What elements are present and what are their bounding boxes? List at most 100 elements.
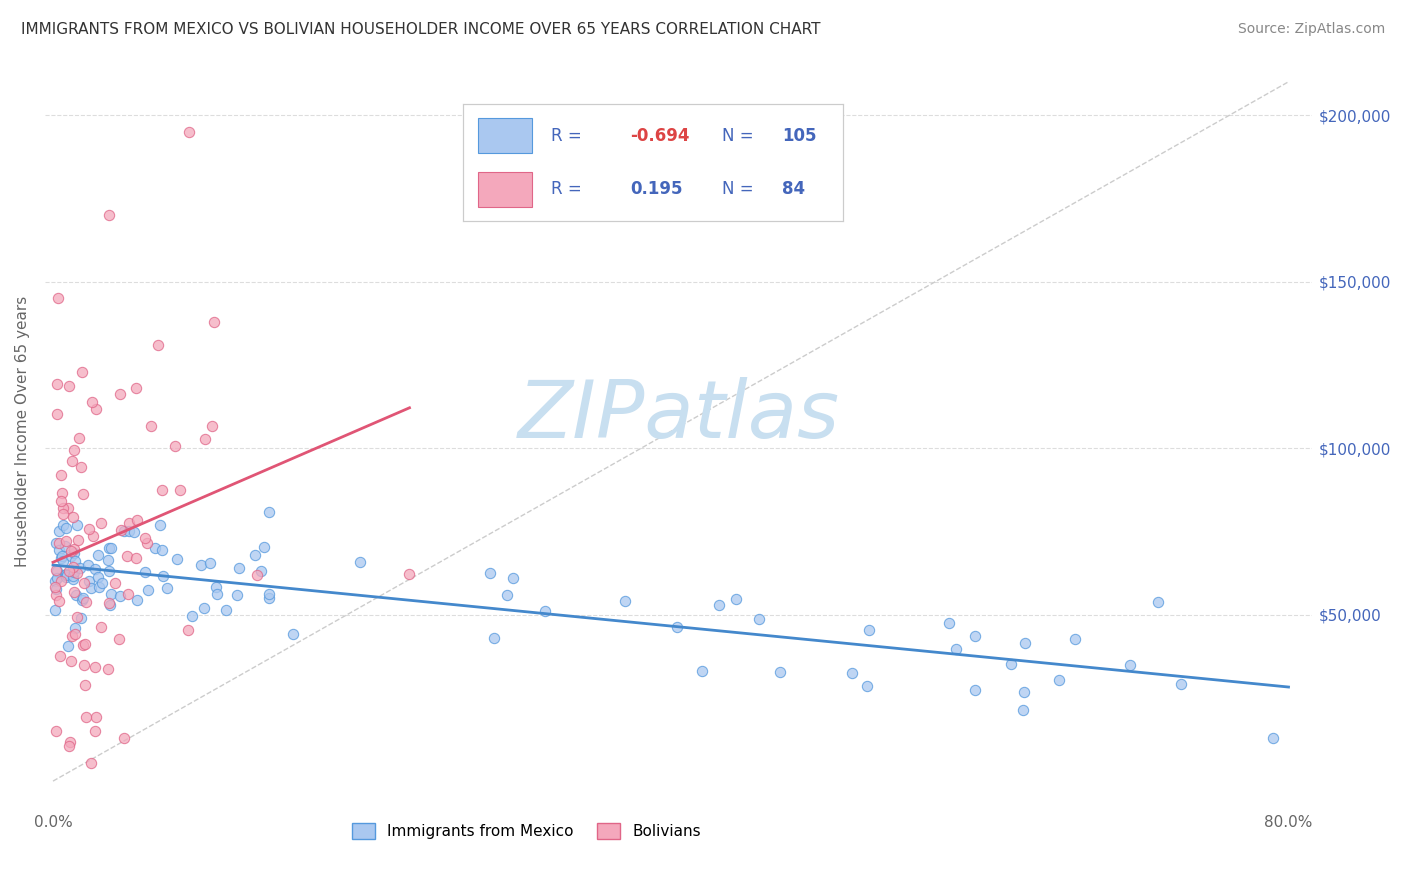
Text: ZIPatlas: ZIPatlas [517,377,839,456]
Point [49,494,72,508]
Point [117,587,139,601]
Point [63,442,86,457]
Point [55,533,77,548]
Point [134,566,156,580]
Point [62,572,84,586]
Point [228,561,250,575]
Point [108,386,131,401]
Point [65,554,87,568]
Point [90,516,112,530]
Point [201,419,224,434]
Point [51,549,73,564]
Point [190,558,212,572]
Point [63,546,86,560]
Point [62,510,84,524]
Point [48,543,70,558]
Point [62,585,84,599]
Point [63,565,86,579]
Point [45,723,67,738]
Point [856,679,879,693]
Point [484,631,506,645]
Point [104,576,127,591]
Point [72,486,94,500]
Point [181,609,204,624]
Point [250,564,273,578]
Point [149,518,172,533]
Point [108,632,131,646]
Point [134,531,156,545]
Point [349,555,371,569]
Point [110,524,132,538]
Point [84,710,107,724]
Point [150,543,173,558]
Point [48,536,70,550]
Point [65,609,87,624]
Point [56,639,79,653]
Point [1147,595,1170,609]
Point [60,629,83,643]
Point [259,587,281,601]
Point [73,658,96,673]
Point [841,666,863,681]
Point [80,756,103,771]
Legend: Immigrants from Mexico, Bolivians: Immigrants from Mexico, Bolivians [346,817,707,846]
Point [176,623,198,637]
Point [45,588,67,602]
Point [44,580,66,594]
Point [1012,703,1035,717]
Point [769,665,792,679]
Point [690,664,713,678]
Point [52,517,75,532]
Point [77,574,100,589]
Point [496,588,519,602]
Point [45,377,67,392]
Point [77,522,100,536]
Point [245,548,267,562]
Point [55,567,77,582]
Point [709,598,731,612]
Point [118,516,141,530]
Point [398,567,420,582]
Point [82,395,104,409]
Point [65,588,87,602]
Point [143,541,166,555]
Point [166,551,188,566]
Point [98,599,121,613]
Point [66,518,89,533]
Point [215,603,238,617]
Point [108,589,131,603]
Point [72,365,94,379]
Point [66,566,89,580]
Point [58,739,80,754]
Point [135,535,157,549]
Point [253,540,276,554]
Point [193,601,215,615]
Point [97,662,120,676]
Point [246,567,269,582]
Point [124,524,146,539]
Point [97,553,120,567]
Point [60,454,83,468]
Point [79,582,101,596]
Point [112,524,135,538]
Point [1000,657,1022,671]
Point [98,564,121,578]
Point [45,535,67,549]
Point [72,591,94,605]
Point [152,569,174,583]
Point [56,500,79,515]
Point [49,574,72,588]
Point [534,604,557,618]
Point [100,541,122,555]
Point [225,588,247,602]
Point [84,562,107,576]
Y-axis label: Householder Income Over 65 years: Householder Income Over 65 years [15,296,30,567]
Point [1047,673,1070,688]
Point [52,508,75,522]
Point [748,612,770,626]
Point [44,574,66,588]
Point [63,627,86,641]
Text: IMMIGRANTS FROM MEXICO VS BOLIVIAN HOUSEHOLDER INCOME OVER 65 YEARS CORRELATION : IMMIGRANTS FROM MEXICO VS BOLIVIAN HOUSE… [21,22,821,37]
Point [283,626,305,640]
Point [70,611,93,625]
